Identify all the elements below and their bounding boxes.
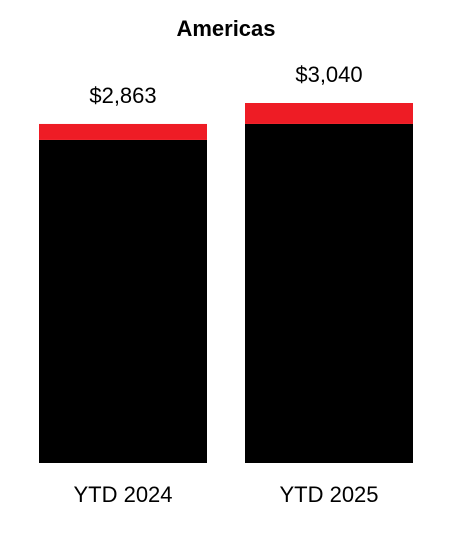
bar-segment [245,123,413,464]
x-tick-label: YTD 2025 [279,482,378,507]
bar-segment [39,139,207,463]
bar-segment [245,103,413,124]
x-tick-label: YTD 2024 [73,482,172,507]
bar-segment [39,123,207,140]
total-label: $2,863 [89,83,156,108]
chart-title: Americas [176,16,275,41]
total-label: $3,040 [295,62,362,87]
